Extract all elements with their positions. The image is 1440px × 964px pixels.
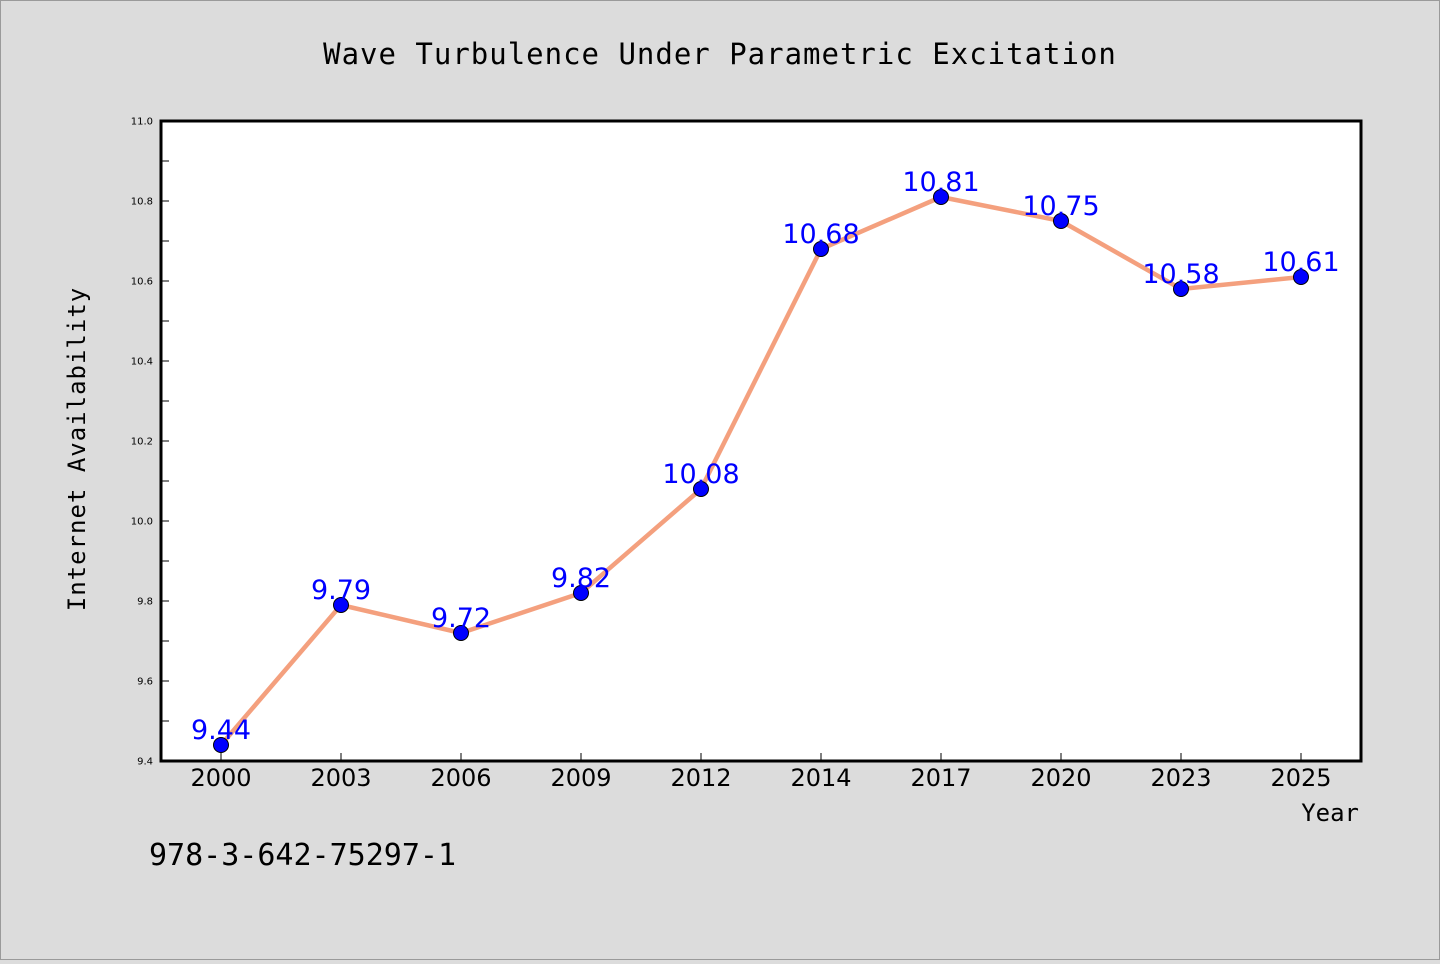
y-tick-label: 11.0 [131, 117, 153, 128]
x-axis-ticks: 2000 2003 2006 2009 2012 2014 2017 2020 2023 2025 [190, 753, 1332, 792]
x-tick-label: 2000 [190, 764, 251, 792]
data-label: 9.82 [551, 563, 611, 594]
y-tick-label: 9.4 [137, 757, 153, 768]
data-point-marker [333, 597, 349, 613]
data-label: 9.79 [311, 575, 371, 606]
data-point-marker [1053, 213, 1069, 229]
data-point-marker [213, 737, 229, 753]
y-tick-label: 10.4 [131, 357, 153, 368]
series-line-group [213, 189, 1309, 753]
data-point-marker [1173, 281, 1189, 297]
data-point-marker [1293, 269, 1309, 285]
x-tick-label: 2025 [1270, 764, 1331, 792]
data-label: 10.81 [902, 167, 979, 198]
data-point-marker [693, 481, 709, 497]
data-label: 9.72 [431, 603, 491, 634]
x-axis-label: Year [1301, 799, 1359, 827]
series-line [218, 194, 1304, 748]
x-tick-label: 2020 [1030, 764, 1091, 792]
data-label: 10.61 [1262, 247, 1339, 278]
y-tick-label: 10.8 [131, 197, 153, 208]
data-label: 10.58 [1142, 259, 1219, 290]
x-tick-label: 2014 [790, 764, 851, 792]
y-tick-label: 10.2 [131, 437, 153, 448]
data-point-marker [453, 625, 469, 641]
x-tick-label: 2012 [670, 764, 731, 792]
y-tick-label: 9.8 [137, 597, 153, 608]
data-labels-group: 9.44 9.79 9.72 9.82 10.08 10.68 10.81 10.75 10.5… [191, 167, 1340, 746]
data-point-marker [933, 189, 949, 205]
plot-area [159, 119, 1363, 763]
x-tick-label: 2003 [310, 764, 371, 792]
y-axis-ticks: 9.4 9.6 9.8 10.0 10.2 10.4 10.6 10.8 11.0 [131, 117, 169, 768]
data-label: 10.68 [782, 219, 859, 250]
x-tick-label: 2009 [550, 764, 611, 792]
data-point-marker [573, 585, 589, 601]
isbn-text: 978-3-642-75297-1 [149, 838, 456, 873]
data-label: 10.08 [662, 459, 739, 490]
y-tick-label: 10.6 [131, 277, 153, 288]
chart-title: Wave Turbulence Under Parametric Excitat… [323, 37, 1117, 71]
data-label: 10.75 [1022, 191, 1099, 222]
x-tick-label: 2017 [910, 764, 971, 792]
y-axis-label: Internet Availability [63, 287, 91, 611]
x-tick-label: 2006 [430, 764, 491, 792]
x-tick-label: 2023 [1150, 764, 1211, 792]
y-tick-label: 9.6 [137, 677, 153, 688]
data-point-marker [813, 241, 829, 257]
y-tick-label: 10.0 [131, 517, 153, 528]
data-label: 9.44 [191, 715, 251, 746]
